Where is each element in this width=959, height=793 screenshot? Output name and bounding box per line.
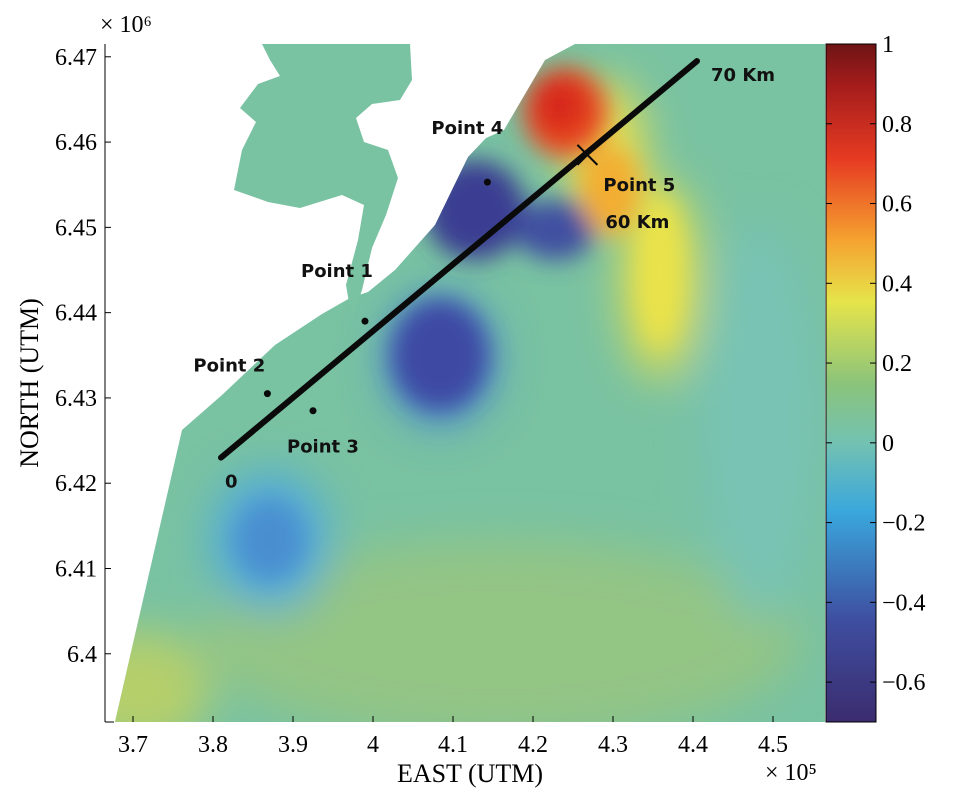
sample-point-marker [483, 178, 491, 186]
transect-line [218, 58, 700, 461]
colorbar-tick-label: 0 [882, 431, 894, 457]
x-tick-label: 4.5 [758, 732, 788, 758]
colorbar-ticks: 1 0.8 0.6 0.4 0.2 0 −0.2 −0.4 −0.6 [826, 32, 926, 696]
colorbar-tick-label: 0.2 [882, 351, 912, 377]
x-tick-label: 3.7 [118, 732, 148, 758]
x-tick-label: 3.9 [278, 732, 308, 758]
y-tick-label: 6.41 [55, 556, 97, 582]
x-tick-label: 4.3 [598, 732, 628, 758]
y-tick-label: 6.47 [55, 45, 97, 71]
sample-point-label: Point 4 [431, 118, 503, 139]
y-tick-label: 6.46 [55, 130, 97, 156]
sample-points: Point 1 Point 2 Point 3 Point 4 Point 5 [193, 118, 675, 458]
x-axis-label: EAST (UTM) [397, 759, 543, 788]
sample-point-marker [263, 390, 271, 398]
y-tick-label: 6.42 [55, 471, 97, 497]
sample-point-label: Point 3 [287, 437, 359, 458]
colorbar-tick-label: 0.8 [882, 112, 912, 138]
heatmap-field [115, 44, 825, 722]
sample-point-marker [361, 317, 369, 325]
colorbar-tick-label: −0.6 [882, 670, 926, 696]
axes-frame [104, 44, 114, 723]
x-tick-label: 3.8 [198, 732, 228, 758]
y-axis-exponent: × 10⁶ [100, 12, 152, 38]
colorbar-tick-label: 1 [882, 32, 894, 58]
x-tick-label: 4.2 [518, 732, 548, 758]
sample-point-label: Point 2 [193, 356, 265, 377]
transect-60km-mark [576, 144, 599, 166]
colorbar-tick-label: 0.4 [882, 271, 912, 297]
sample-point-label: Point 1 [301, 261, 373, 282]
transect-start-label: 0 [225, 472, 238, 493]
x-tick-label: 4.1 [438, 732, 468, 758]
x-tick-label: 4 [367, 732, 379, 758]
y-tick-label: 6.43 [55, 386, 97, 412]
y-axis-label: NORTH (UTM) [15, 298, 44, 468]
y-axis-ticks: 6.4 6.41 6.42 6.43 6.44 6.45 6.46 6.47 [55, 45, 111, 668]
transect-60km-label: 60 Km [605, 212, 669, 233]
colorbar [825, 43, 877, 723]
estuary-shape [234, 44, 412, 320]
transect-end-label: 70 Km [711, 65, 775, 86]
y-tick-label: 6.4 [67, 642, 97, 668]
colorbar-tick-label: 0.6 [882, 192, 912, 218]
sample-point-marker [309, 407, 317, 415]
sample-point-label: Point 5 [603, 175, 675, 196]
x-axis-exponent: × 10⁵ [765, 760, 817, 786]
y-tick-label: 6.44 [55, 301, 97, 327]
x-tick-label: 4.4 [678, 732, 708, 758]
colorbar-tick-label: −0.2 [882, 511, 926, 537]
x-axis-ticks: 3.7 3.8 3.9 4 4.1 4.2 4.3 4.4 4.5 [118, 716, 788, 758]
y-tick-label: 6.45 [55, 215, 97, 241]
colorbar-tick-label: −0.4 [882, 590, 926, 616]
